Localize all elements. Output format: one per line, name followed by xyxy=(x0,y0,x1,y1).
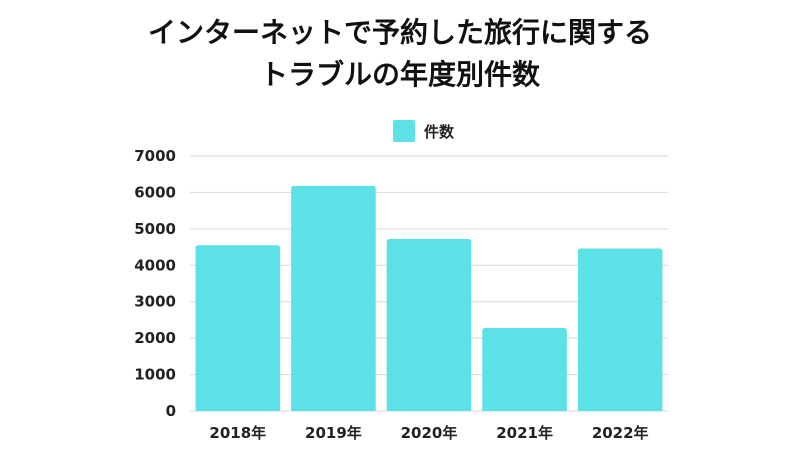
chart-title-line-1: インターネットで予約した旅行に関する xyxy=(147,16,652,49)
legend-label: 件数 xyxy=(424,122,455,141)
bar xyxy=(577,248,663,411)
bar xyxy=(291,185,376,411)
bars xyxy=(195,185,663,411)
x-tick-label: 2022年 xyxy=(592,424,649,442)
x-tick-label: 2021年 xyxy=(496,424,553,442)
y-tick-label: 4000 xyxy=(134,256,176,274)
chart-title: インターネットで予約した旅行に関する トラブルの年度別件数 xyxy=(0,12,800,96)
y-tick-label: 2000 xyxy=(134,329,176,347)
y-axis-ticks: 0 1000 2000 3000 4000 5000 6000 7000 xyxy=(134,147,176,420)
x-tick-label: 2019年 xyxy=(305,424,362,442)
chart-title-line-2: トラブルの年度別件数 xyxy=(259,58,540,91)
bar xyxy=(386,239,472,411)
y-tick-label: 7000 xyxy=(134,147,176,165)
bar xyxy=(195,245,281,411)
x-axis-ticks: 2018年 2019年 2020年 2021年 2022年 xyxy=(209,424,648,442)
y-tick-label: 6000 xyxy=(134,183,176,201)
y-tick-label: 1000 xyxy=(134,366,176,384)
y-tick-label: 3000 xyxy=(134,293,176,311)
legend-swatch xyxy=(393,120,415,142)
y-tick-label: 5000 xyxy=(134,220,176,238)
y-tick-label: 0 xyxy=(166,402,176,420)
legend: 件数 xyxy=(393,120,454,142)
bar xyxy=(482,327,567,411)
x-tick-label: 2020年 xyxy=(401,424,458,442)
x-tick-label: 2018年 xyxy=(209,424,266,442)
